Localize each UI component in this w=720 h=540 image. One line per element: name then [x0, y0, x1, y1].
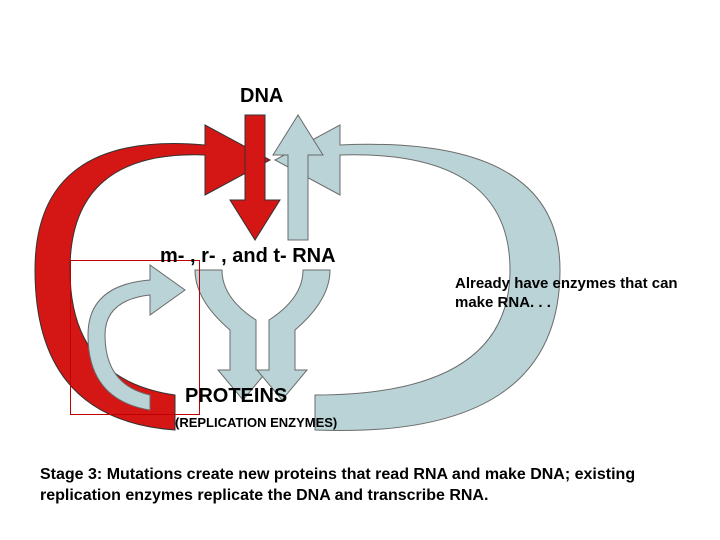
- rna-to-proteins-left-arrow: [195, 270, 268, 400]
- replication-enzymes-label: (REPLICATION ENZYMES): [175, 415, 337, 430]
- dna-label: DNA: [240, 85, 283, 108]
- red-outline-box: [70, 260, 200, 415]
- stage-caption: Stage 3: Mutations create new proteins t…: [40, 465, 680, 507]
- proteins-label: PROTEINS: [185, 385, 287, 408]
- enzyme-annotation: Already have enzymes that can make RNA. …: [455, 275, 685, 313]
- rna-to-proteins-right-arrow: [257, 270, 330, 400]
- rna-label: m- , r- , and t- RNA: [160, 245, 336, 268]
- diagram-canvas: DNA m- , r- , and t- RNA PROTEINS (REPLI…: [0, 0, 720, 540]
